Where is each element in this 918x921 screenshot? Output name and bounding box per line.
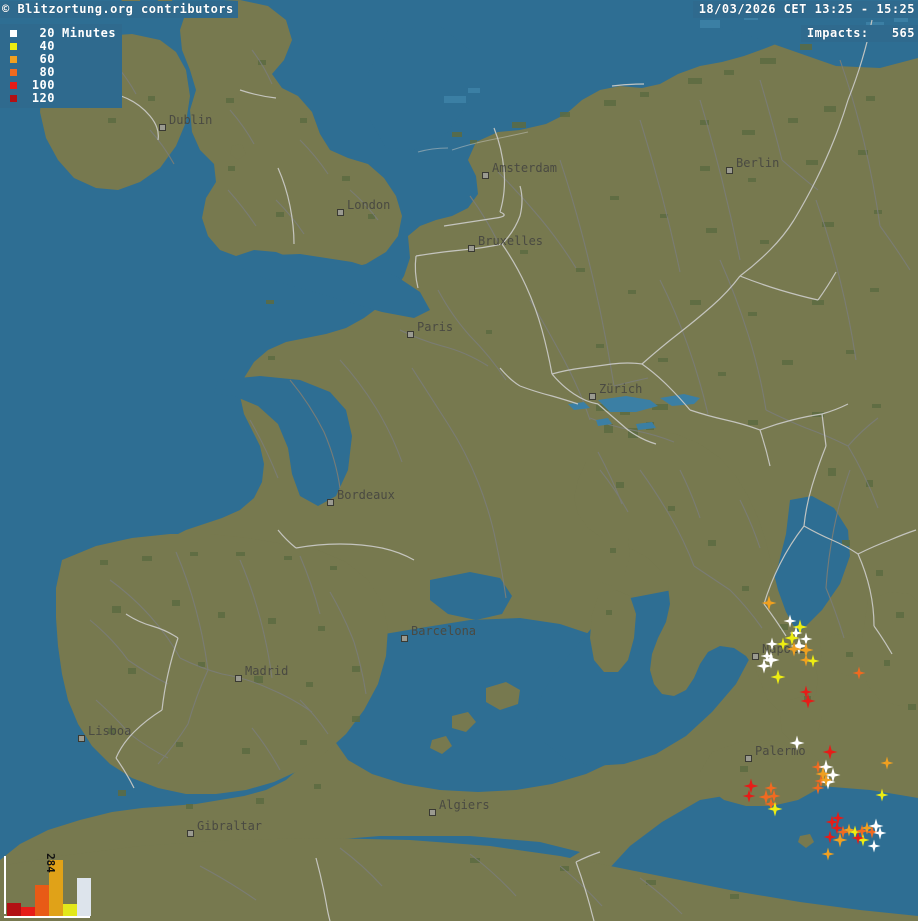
legend-row-60: 60 <box>6 53 116 66</box>
attribution-label[interactable]: © Blitzortung.org contributors <box>0 1 238 18</box>
legend-swatch-icon <box>10 30 17 37</box>
histogram-bar <box>21 907 35 916</box>
time-legend: 20 Minutes 40 60 80 100 120 <box>0 24 123 108</box>
histogram-bar-value-label: 284 <box>44 853 57 873</box>
strike-rate-histogram: 284 <box>4 853 98 918</box>
histogram-bar <box>35 885 49 916</box>
histogram-x-axis <box>4 916 90 918</box>
histogram-bar <box>7 903 21 916</box>
histogram-y-axis <box>4 856 6 914</box>
legend-unit-label: Minutes <box>62 26 117 40</box>
impacts-counter: Impacts: 565 <box>800 25 918 42</box>
timestamp-label: 18/03/2026 CET 13:25 - 15:25 <box>692 1 918 18</box>
histogram-bar: 284 <box>44 853 63 916</box>
legend-minutes-label: 120 <box>31 91 55 105</box>
legend-row-120: 120 <box>6 92 116 105</box>
histogram-bar <box>77 878 91 916</box>
legend-swatch-icon <box>10 95 17 102</box>
histogram-bar <box>63 904 77 916</box>
legend-minutes-label: 80 <box>39 65 55 79</box>
legend-row-100: 100 <box>6 79 116 92</box>
legend-minutes-label: 40 <box>39 39 55 53</box>
legend-minutes-label: 100 <box>31 78 55 92</box>
legend-row-40: 40 <box>6 40 116 53</box>
legend-row-20: 20 Minutes <box>6 27 116 40</box>
legend-row-80: 80 <box>6 66 116 79</box>
legend-swatch-icon <box>10 43 17 50</box>
legend-swatch-icon <box>10 82 17 89</box>
histogram-bars: 284 <box>7 853 91 916</box>
legend-minutes-label: 60 <box>39 52 55 66</box>
legend-minutes-label: 20 <box>39 26 55 40</box>
legend-swatch-icon <box>10 56 17 63</box>
legend-swatch-icon <box>10 69 17 76</box>
